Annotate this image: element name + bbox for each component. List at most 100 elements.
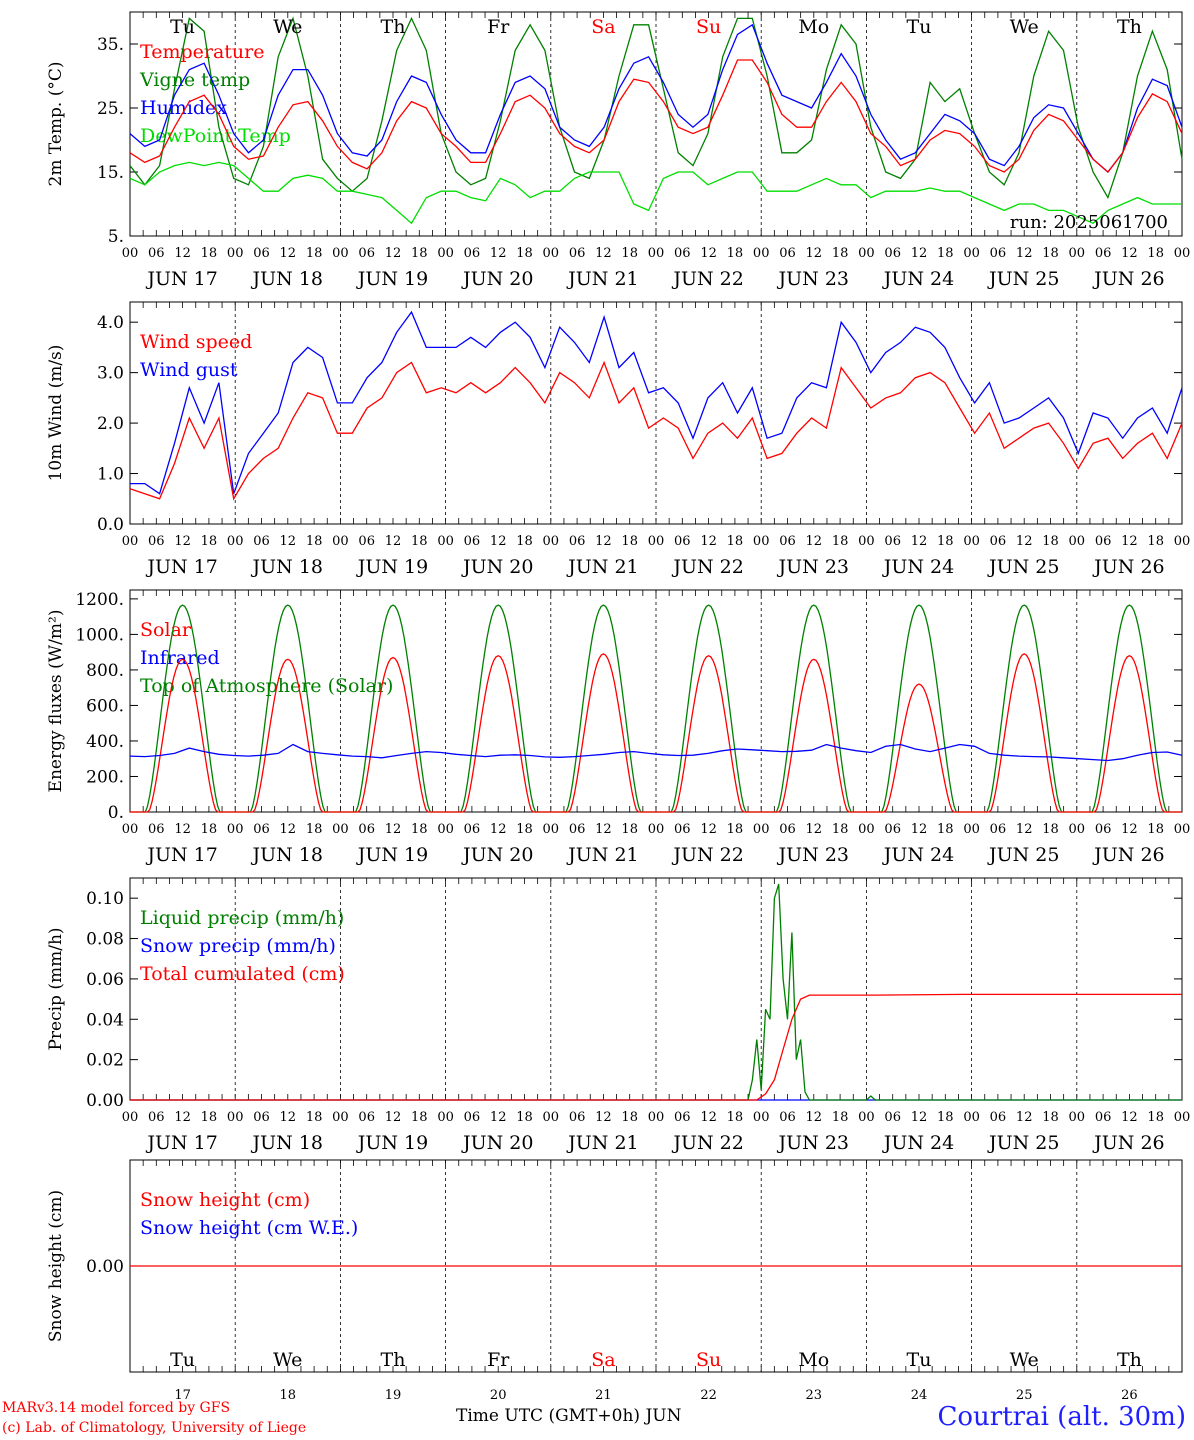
legend-dewpoint-temp: DewPoint Temp [140,125,291,147]
y-tick-label: 2.0 [97,414,124,434]
station-name: Courtrai (alt. 30m) [937,1402,1187,1432]
hour-tick-label: 06 [674,822,691,837]
hour-tick-label: 18 [937,534,954,549]
date-label: JUN 17 [145,556,217,578]
hour-tick-label: 12 [385,534,402,549]
hour-tick-label: 06 [990,822,1007,837]
hour-tick-label: 12 [806,1110,823,1125]
y-tick-label: 0.10 [86,889,124,909]
hour-tick-label: 06 [990,534,1007,549]
weekday-label: Tu [170,1349,195,1371]
hour-tick-label: 00 [122,1110,139,1125]
hour-tick-label: 00 [1069,246,1086,261]
hour-tick-label: 12 [490,534,507,549]
hour-tick-label: 00 [543,246,560,261]
hour-tick-label: 18 [516,246,533,261]
hour-tick-label: 06 [253,1110,270,1125]
hour-tick-label: 00 [963,1110,980,1125]
date-label: JUN 26 [1092,556,1164,578]
date-label: JUN 19 [356,556,428,578]
date-label: JUN 24 [882,1132,954,1154]
hour-tick-label: 00 [1069,822,1086,837]
series-temperature [129,59,1183,173]
hour-tick-label: 00 [227,534,244,549]
legend-liquid-precip-mm-h-: Liquid precip (mm/h) [140,907,344,929]
hour-tick-label: 12 [1016,822,1033,837]
y-tick-label: 0.02 [86,1051,124,1071]
date-label: JUN 17 [145,1132,217,1154]
y-tick-label: 1.0 [97,465,124,485]
date-label: JUN 25 [987,844,1059,866]
hour-tick-label: 12 [280,534,297,549]
hour-tick-label: 12 [595,246,612,261]
hour-tick-label: 00 [753,822,770,837]
weekday-label: Tu [907,1349,932,1371]
hour-tick-label: 12 [595,1110,612,1125]
date-label: JUN 24 [882,556,954,578]
hour-tick-label: 12 [490,246,507,261]
y-tick-label: 600. [86,696,124,716]
hour-tick-label: 12 [700,246,717,261]
hour-tick-label: 18 [832,534,849,549]
date-label: JUN 25 [987,1132,1059,1154]
hour-tick-label: 06 [464,246,481,261]
hour-tick-label: 06 [990,246,1007,261]
date-label: JUN 23 [777,556,849,578]
hour-tick-label: 18 [306,1110,323,1125]
y-tick-label: 800. [86,661,124,681]
day-number: 26 [1121,1388,1138,1403]
weekday-label: Th [1117,1349,1142,1371]
hour-tick-label: 18 [1147,534,1164,549]
day-number: 24 [911,1388,928,1403]
panel-precip: 0.00 0.02 0.04 0.06 0.08 0.10 Precip (mm/h) Liq… [46,877,1190,1154]
hour-tick-label: 00 [858,822,875,837]
hour-tick-label: 18 [201,822,218,837]
hour-tick-label: 12 [1121,1110,1138,1125]
hour-tick-label: 18 [621,1110,638,1125]
hour-tick-label: 18 [1042,822,1059,837]
hour-tick-label: 18 [937,1110,954,1125]
hour-tick-label: 00 [753,534,770,549]
hour-tick-label: 18 [306,246,323,261]
weekday-label: Su [696,16,721,38]
date-label: JUN 19 [356,844,428,866]
date-label: JUN 21 [566,268,638,290]
day-number: 21 [595,1388,612,1403]
hour-tick-label: 12 [595,822,612,837]
hour-tick-label: 06 [1095,822,1112,837]
hour-tick-label: 18 [1147,822,1164,837]
hour-tick-label: 06 [779,246,796,261]
hour-tick-label: 00 [437,246,454,261]
hour-tick-label: 12 [700,822,717,837]
hour-tick-label: 18 [306,534,323,549]
hour-tick-label: 12 [806,534,823,549]
hour-tick-label: 18 [832,822,849,837]
hour-tick-label: 00 [1174,822,1191,837]
hour-tick-label: 18 [727,822,744,837]
y-tick-label: 3.0 [97,364,124,384]
hour-tick-label: 12 [280,1110,297,1125]
hour-tick-label: 18 [727,1110,744,1125]
hour-tick-label: 12 [1016,534,1033,549]
hour-tick-label: 12 [385,822,402,837]
date-label: JUN 18 [251,1132,323,1154]
panel-temperature: 5. 15. 25. 35. 2m Temp. (°C) Temperature Vigne… [46,11,1190,290]
weekday-label: Th [381,16,406,38]
legend-temperature: Temperature [140,41,264,63]
hour-tick-label: 18 [1147,246,1164,261]
hour-tick-label: 00 [543,1110,560,1125]
series-liquid-precip-mm-h- [130,883,1182,1101]
legend-wind-speed: Wind speed [140,331,252,353]
hour-tick-label: 06 [358,822,375,837]
hour-tick-label: 00 [227,1110,244,1125]
hour-tick-label: 00 [753,246,770,261]
hour-tick-label: 06 [253,822,270,837]
hour-tick-label: 00 [332,534,349,549]
hour-tick-label: 00 [858,534,875,549]
date-label: JUN 26 [1092,844,1164,866]
model-credit: MARv3.14 model forced by GFS [2,1400,231,1416]
hour-tick-label: 06 [569,534,586,549]
hour-tick-label: 18 [201,534,218,549]
hour-tick-label: 00 [122,822,139,837]
